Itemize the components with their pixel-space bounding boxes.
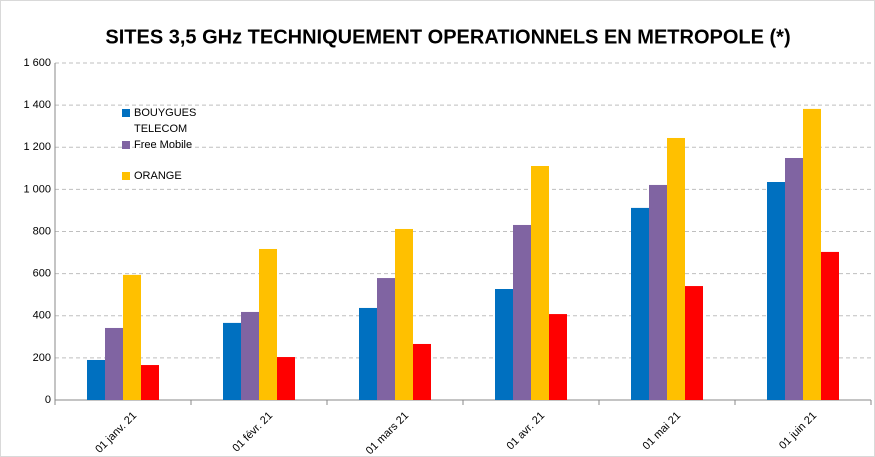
y-tick-label: 0 xyxy=(45,394,51,406)
y-tick-label: 1 400 xyxy=(23,99,51,111)
legend-label: BOUYGUES TELECOM xyxy=(134,107,197,135)
x-tick-label: 01 janv. 21 xyxy=(93,410,139,456)
bar xyxy=(803,108,821,400)
y-tick-label: 800 xyxy=(33,225,51,237)
bar xyxy=(223,322,241,400)
bar xyxy=(359,307,377,400)
bar xyxy=(105,327,123,400)
bar xyxy=(785,157,803,400)
bar xyxy=(495,289,513,400)
bar xyxy=(667,137,685,401)
bar xyxy=(531,165,549,400)
bar xyxy=(241,311,259,400)
bar xyxy=(685,286,703,400)
y-tick-label: 1 600 xyxy=(23,57,51,69)
y-tick-label: 1 200 xyxy=(23,141,51,153)
x-tick-label: 01 juin 21 xyxy=(777,410,819,452)
bar xyxy=(277,357,295,400)
legend-item: Free Mobile xyxy=(122,137,234,153)
y-tick-label: 1 000 xyxy=(23,183,51,195)
legend-item: ORANGE xyxy=(122,168,234,184)
bar xyxy=(395,228,413,400)
bar xyxy=(141,365,159,400)
x-tick-label: 01 févr. 21 xyxy=(230,410,275,455)
bar xyxy=(413,343,431,400)
y-tick-label: 200 xyxy=(33,352,51,364)
bar xyxy=(513,224,531,400)
x-tick-label: 01 mars 21 xyxy=(364,410,411,457)
y-tick-label: 600 xyxy=(33,268,51,280)
bar xyxy=(377,278,395,400)
x-tick-label: 01 avr. 21 xyxy=(505,410,548,453)
bar xyxy=(821,251,839,400)
legend-swatch xyxy=(122,141,130,149)
legend-item: BOUYGUES TELECOM xyxy=(122,105,234,137)
x-tick-label: 01 mai 21 xyxy=(641,410,684,453)
bar xyxy=(549,314,567,400)
bar xyxy=(87,359,105,400)
legend-swatch xyxy=(122,172,130,180)
chart-title: SITES 3,5 GHz TECHNIQUEMENT OPERATIONNEL… xyxy=(105,26,790,48)
y-tick-label: 400 xyxy=(33,310,51,322)
bar xyxy=(649,184,667,400)
bar xyxy=(767,182,785,400)
legend-label: Free Mobile xyxy=(134,139,193,151)
bar xyxy=(123,274,141,400)
legend-swatch xyxy=(122,109,130,117)
bar xyxy=(631,207,649,400)
legend-label: ORANGE xyxy=(134,170,182,182)
bar xyxy=(259,248,277,400)
